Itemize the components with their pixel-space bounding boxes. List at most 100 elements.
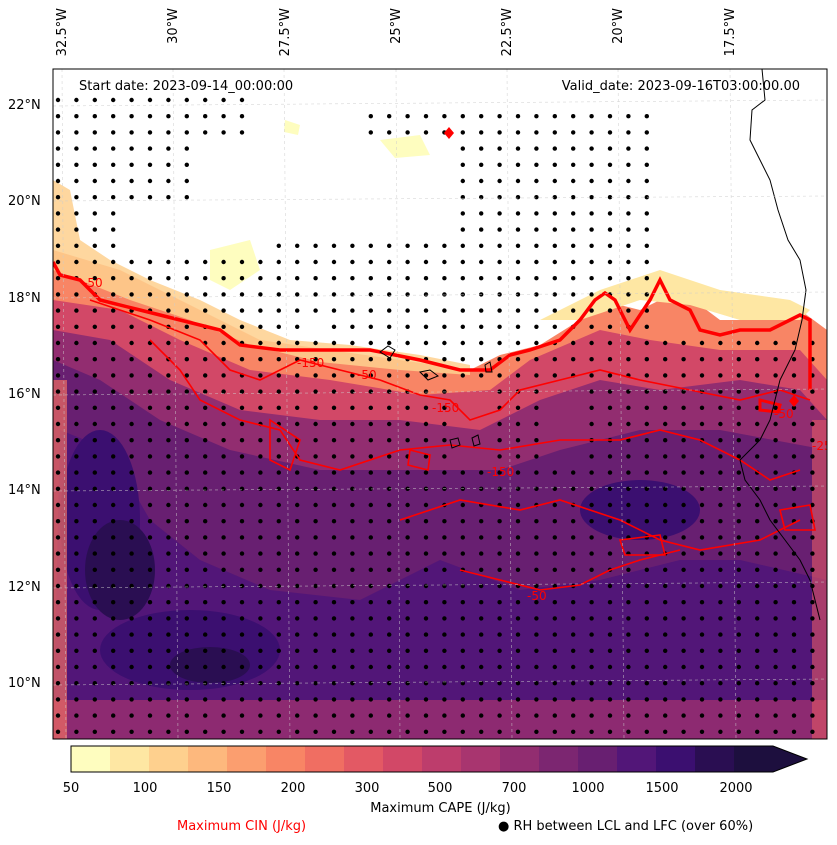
rh-dot <box>203 535 208 540</box>
rh-dot <box>74 114 79 119</box>
rh-dot <box>258 486 263 491</box>
rh-dot <box>791 632 797 637</box>
rh-dot <box>387 729 392 734</box>
rh-dot <box>460 276 465 281</box>
rh-dot <box>55 211 61 216</box>
colorbar-extend-arrow <box>773 746 807 772</box>
rh-dot <box>681 340 686 346</box>
rh-dot <box>626 178 631 184</box>
rh-dot <box>276 519 281 524</box>
rh-dot <box>295 648 300 653</box>
rh-dot <box>497 308 502 313</box>
map-frame <box>52 68 828 740</box>
rh-dot <box>276 357 281 362</box>
rh-dot <box>55 664 61 670</box>
rh-dot <box>644 681 649 686</box>
rh-dot <box>111 276 116 281</box>
rh-dot <box>184 324 189 329</box>
rh-dot <box>350 600 355 605</box>
rh-dot <box>331 697 337 702</box>
rh-dot <box>166 146 171 151</box>
rh-dot <box>626 648 631 653</box>
rh-dot <box>534 211 539 216</box>
rh-dot <box>423 308 429 313</box>
rh-dot <box>571 292 576 297</box>
rh-dot <box>626 308 631 313</box>
rh-dot <box>534 535 539 540</box>
rh-dot <box>534 583 539 589</box>
rh-dot <box>423 729 429 734</box>
rh-dot <box>221 664 226 670</box>
rh-dot <box>350 535 355 540</box>
rh-dot <box>111 146 116 151</box>
rh-dot <box>295 243 300 248</box>
rh-dot <box>405 681 410 686</box>
rh-dot <box>221 389 226 394</box>
rh-dot <box>74 324 79 329</box>
rh-dot <box>644 502 649 508</box>
rh-dot <box>350 470 355 475</box>
rh-dot <box>331 324 337 329</box>
rh-dot <box>387 438 392 443</box>
rh-dot <box>111 405 116 410</box>
rh-dot <box>405 600 410 605</box>
rh-dot <box>166 567 171 572</box>
rh-dot <box>589 292 594 297</box>
lat-label: 12°N <box>8 580 41 595</box>
rh-dot <box>92 114 98 119</box>
rh-dot <box>423 292 429 297</box>
rh-dot <box>681 454 686 459</box>
rh-dot <box>203 308 208 313</box>
rh-dot <box>147 389 153 394</box>
rh-dot <box>55 146 61 151</box>
rh-dot <box>74 389 79 394</box>
rh-dot <box>534 567 539 572</box>
rh-dot <box>55 308 61 313</box>
rh-dot <box>313 389 318 394</box>
rh-dot <box>147 681 153 686</box>
rh-dot <box>368 681 373 686</box>
rh-dot <box>791 357 797 362</box>
rh-dot <box>589 502 594 508</box>
rh-dot <box>405 373 410 378</box>
rh-dot <box>626 130 631 135</box>
rh-dot <box>350 324 355 329</box>
rh-dot <box>258 373 263 378</box>
rh-dot <box>405 535 410 540</box>
rh-dot <box>497 454 502 459</box>
rh-dot <box>111 178 116 184</box>
rh-dot <box>589 357 594 362</box>
rh-dot <box>810 551 815 556</box>
rh-dot <box>276 276 281 281</box>
rh-dot <box>773 600 778 605</box>
rh-dot <box>368 243 373 248</box>
rh-dot <box>515 308 521 313</box>
rh-dot <box>681 713 686 718</box>
rh-dot <box>387 535 392 540</box>
rh-dot <box>184 454 189 459</box>
rh-dot <box>497 664 502 670</box>
rh-dot <box>405 697 410 702</box>
rh-dot <box>552 130 557 135</box>
rh-dot <box>423 405 429 410</box>
rh-dot <box>718 551 723 556</box>
rh-dot <box>515 502 521 508</box>
rh-dot <box>699 567 705 572</box>
rh-dot <box>663 340 668 346</box>
rh-dot <box>515 421 521 427</box>
rh-dot <box>276 551 281 556</box>
rh-dot <box>147 713 153 718</box>
rh-dot <box>276 259 281 265</box>
rh-dot <box>460 146 465 151</box>
rh-dot <box>571 178 576 184</box>
rh-dot <box>699 632 705 637</box>
rh-dot <box>166 648 171 653</box>
rh-dot <box>295 681 300 686</box>
rh-dot <box>571 648 576 653</box>
rh-dot <box>589 405 594 410</box>
rh-dot <box>515 324 521 329</box>
rh-dot <box>699 519 705 524</box>
rh-dot <box>810 664 815 670</box>
rh-dot <box>607 389 613 394</box>
rh-dot <box>92 486 98 491</box>
